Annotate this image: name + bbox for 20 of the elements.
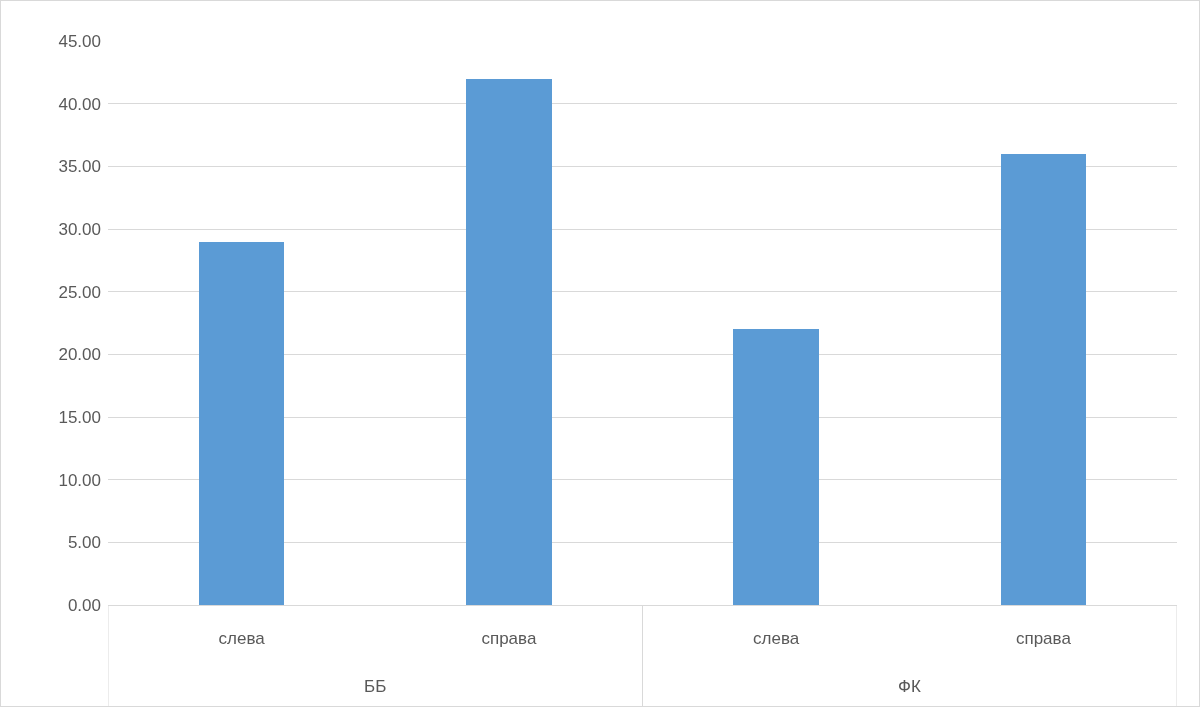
x-tick-label: справа [1015, 629, 1072, 649]
y-tick-label: 20.00 [58, 345, 101, 365]
y-tick-label: 10.00 [58, 470, 101, 490]
x-tick-label: слева [753, 629, 800, 649]
y-tick-label: 5.00 [67, 533, 101, 553]
x-tick-label: справа [481, 629, 537, 649]
y-tick-label: 35.00 [58, 157, 101, 177]
bar [198, 241, 285, 605]
bar [466, 78, 552, 605]
y-tick-label: 40.00 [58, 94, 101, 114]
bar [733, 329, 819, 605]
x-tick-label: слева [218, 629, 266, 649]
bar [1000, 153, 1087, 605]
y-tick-label: 0.00 [67, 595, 101, 615]
y-tick-label: 15.00 [58, 407, 101, 427]
text: ББ [364, 677, 387, 696]
y-tick-label: 45.00 [58, 31, 101, 51]
text: ФК [898, 677, 921, 696]
y-tick-label: 30.00 [58, 219, 101, 239]
y-tick-label: 25.00 [58, 282, 101, 302]
